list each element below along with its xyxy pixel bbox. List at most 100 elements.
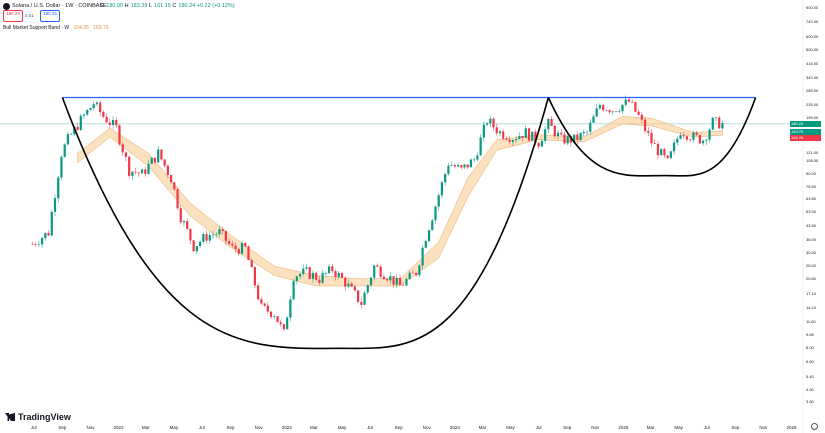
candle-up xyxy=(373,265,376,278)
y-tick-label: 340.00 xyxy=(806,75,819,81)
candle-down xyxy=(637,111,640,115)
candle-down xyxy=(163,159,166,166)
candle-up xyxy=(147,163,150,174)
y-tick-label: 5.40 xyxy=(806,373,814,379)
annotations xyxy=(61,96,757,350)
candle-up xyxy=(286,317,289,330)
candle-up xyxy=(215,234,218,235)
x-tick-label: 2026 xyxy=(786,425,797,430)
candle-up xyxy=(295,276,298,282)
candle-up xyxy=(347,283,350,287)
candle-down xyxy=(260,299,263,304)
x-tick-label: Jul xyxy=(30,425,37,430)
indicator-legend[interactable]: Bull Market Support Band · W 154.26 163.… xyxy=(3,25,109,31)
y-tick-label: 20.80 xyxy=(806,276,817,282)
candle-down xyxy=(550,118,553,126)
candle-down xyxy=(495,127,498,134)
candle-down xyxy=(237,249,240,254)
candle-up xyxy=(298,273,302,277)
candle-down xyxy=(685,136,689,140)
candle-up xyxy=(456,165,460,167)
gear-icon[interactable] xyxy=(811,423,818,430)
y-tick-label: 36.00 xyxy=(806,236,817,242)
buy-button[interactable]: 180.25 xyxy=(40,10,60,22)
y-tick-label: 63.80 xyxy=(806,195,817,201)
cup-curve[interactable] xyxy=(61,97,550,350)
candle-up xyxy=(672,142,676,152)
handle-curve[interactable] xyxy=(547,97,757,177)
candle-up xyxy=(514,139,518,141)
candle-down xyxy=(653,143,656,144)
candle-up xyxy=(79,115,82,130)
x-tick-label: Mar xyxy=(141,425,150,430)
y-tick-label: 6.60 xyxy=(806,359,814,365)
candle-down xyxy=(121,144,124,153)
candle-down xyxy=(682,135,685,137)
candle-up xyxy=(305,267,308,269)
candle-down xyxy=(379,266,382,277)
candle-up xyxy=(711,117,714,130)
ohlc-change: +0.22 (+0.12%) xyxy=(196,3,235,9)
candle-up xyxy=(195,245,198,252)
y-tick-label: 121.00 xyxy=(806,149,819,155)
candle-up xyxy=(211,234,215,236)
candle-down xyxy=(505,138,508,140)
candle-up xyxy=(89,108,92,110)
y-tick-label: 740.00 xyxy=(806,19,819,25)
indicator-value-2: 163.76 xyxy=(93,25,109,31)
x-tick-label: Nov xyxy=(86,425,95,430)
candle-down xyxy=(282,324,286,330)
candle-down xyxy=(560,132,563,135)
ohlc-high: H 183.39 xyxy=(124,3,148,9)
price-tag: 180.24 xyxy=(790,120,821,127)
candle-down xyxy=(105,116,108,123)
candle-down xyxy=(34,244,37,245)
candle-up xyxy=(702,140,705,144)
candle-down xyxy=(315,272,318,280)
candle-down xyxy=(334,271,337,277)
candle-down xyxy=(608,110,611,113)
candle-up xyxy=(302,268,305,274)
x-tick-label: May xyxy=(674,425,683,430)
candle-up xyxy=(57,177,60,199)
candle-up xyxy=(524,128,527,138)
ohlc-low: L 161.15 xyxy=(148,3,171,9)
candle-up xyxy=(624,99,627,105)
candle-up xyxy=(86,109,89,115)
candle-up xyxy=(479,137,482,156)
candle-down xyxy=(276,316,279,323)
candle-down xyxy=(234,245,237,250)
indicator-value-1: 154.26 xyxy=(73,25,89,31)
symbol-title[interactable]: Solana / U.S. Dollar · 1W · COINBASE xyxy=(12,3,107,9)
candle-up xyxy=(324,273,327,274)
x-tick-label: Sep xyxy=(731,425,740,430)
candle-up xyxy=(44,232,47,239)
candle-up xyxy=(424,240,427,248)
candle-up xyxy=(327,266,331,274)
candle-down xyxy=(647,130,650,133)
x-tick-label: Jul xyxy=(199,425,205,430)
candles xyxy=(31,95,724,332)
candle-down xyxy=(602,105,605,111)
candle-down xyxy=(521,136,524,138)
x-tick-label: 2022 xyxy=(113,425,124,430)
candle-up xyxy=(111,119,115,125)
candle-up xyxy=(489,118,492,124)
candle-down xyxy=(166,165,169,176)
sell-button[interactable]: 180.24 xyxy=(3,10,23,22)
candle-up xyxy=(482,124,485,138)
x-tick-label: Nov xyxy=(759,425,768,430)
candle-down xyxy=(221,229,224,231)
candle-down xyxy=(244,243,247,247)
x-tick-label: Mar xyxy=(478,425,487,430)
candle-down xyxy=(453,165,456,167)
candle-down xyxy=(228,241,231,244)
candle-up xyxy=(676,138,679,143)
y-tick-label: 9.65 xyxy=(806,331,814,337)
candle-up xyxy=(389,276,392,281)
y-tick-label: 14.10 xyxy=(806,304,817,310)
y-tick-label: 900.00 xyxy=(806,5,819,10)
candle-down xyxy=(527,128,531,141)
candle-up xyxy=(70,134,73,135)
